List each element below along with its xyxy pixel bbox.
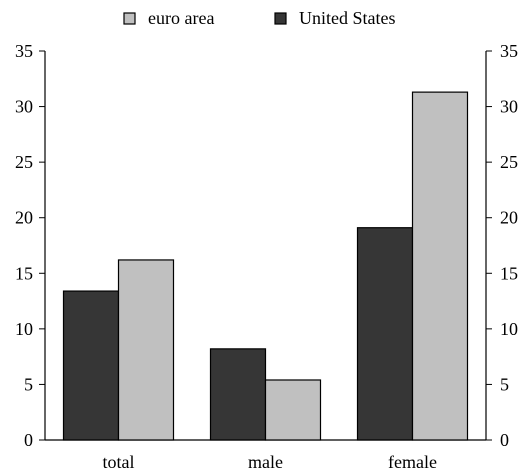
legend-swatch-euro-area xyxy=(123,12,136,25)
x-tick-labels: total male female xyxy=(103,452,437,472)
axes: 0 0 5 5 10 10 15 15 20 20 25 25 30 30 35 35 xyxy=(15,41,518,450)
bar-euro-area-male xyxy=(264,379,322,441)
right-tick-label: 10 xyxy=(500,319,518,339)
left-tick-label: 35 xyxy=(15,41,33,61)
left-tick-label: 5 xyxy=(24,374,33,394)
legend-label-euro-area: euro area xyxy=(148,8,214,28)
right-tick-label: 30 xyxy=(500,97,518,117)
right-tick-label: 0 xyxy=(500,430,509,450)
left-tick-label: 10 xyxy=(15,319,33,339)
bar-euro-area-female xyxy=(411,91,469,441)
bar-united-states-male xyxy=(209,348,267,441)
bar-euro-area-total xyxy=(117,259,175,441)
right-tick-label: 35 xyxy=(500,41,518,61)
x-tick-label-male: male xyxy=(248,452,283,472)
bars xyxy=(62,91,469,441)
x-tick-label-total: total xyxy=(103,452,135,472)
left-tick-label: 15 xyxy=(15,263,33,283)
bar-united-states-female xyxy=(356,227,414,441)
x-tick-label-female: female xyxy=(388,452,437,472)
right-tick-label: 15 xyxy=(500,263,518,283)
right-tick-label: 25 xyxy=(500,152,518,172)
left-tick-label: 0 xyxy=(24,430,33,450)
right-tick-label: 20 xyxy=(500,208,518,228)
legend-label-united-states: United States xyxy=(299,8,396,28)
bar-united-states-total xyxy=(62,290,120,441)
left-tick-label: 20 xyxy=(15,208,33,228)
legend: euro area United States xyxy=(123,8,396,28)
left-tick-label: 25 xyxy=(15,152,33,172)
legend-swatch-united-states xyxy=(274,12,287,25)
left-tick-label: 30 xyxy=(15,97,33,117)
right-tick-label: 5 xyxy=(500,374,509,394)
